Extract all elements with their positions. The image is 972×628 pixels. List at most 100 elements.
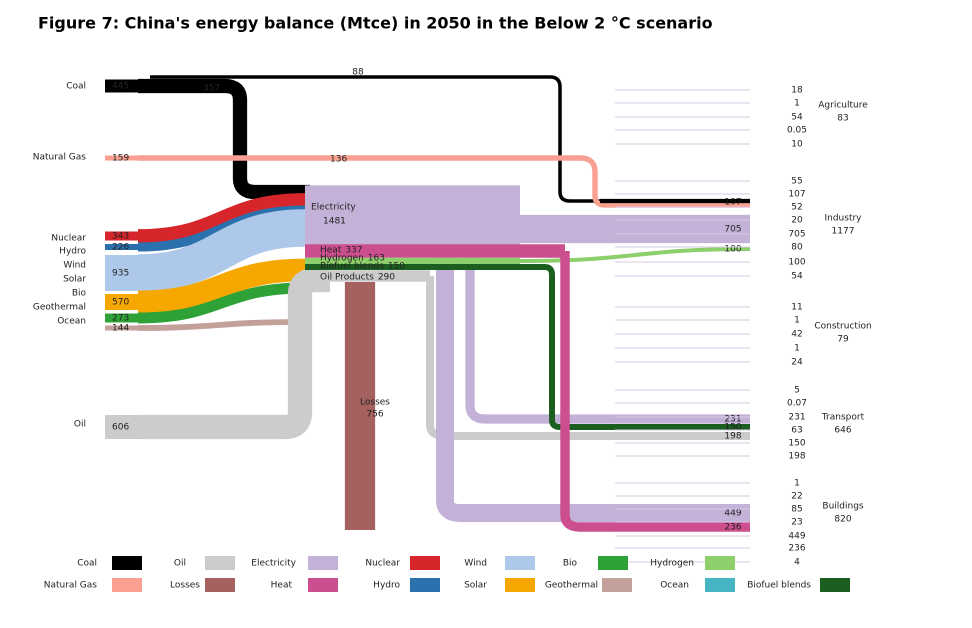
carrier-value: 1481 <box>323 217 346 227</box>
sector-value: 1 <box>794 316 800 326</box>
legend-label: Losses <box>170 581 200 591</box>
legend-swatch <box>602 578 632 592</box>
sector-value: 150 <box>788 439 805 449</box>
source-flow <box>137 209 306 292</box>
sector-value: 1 <box>794 99 800 109</box>
source-label: Ocean <box>57 317 86 327</box>
sector-flow <box>519 247 751 263</box>
flow-label: 236 <box>724 523 741 533</box>
sector-total: 79 <box>837 335 849 345</box>
sector-value: 705 <box>788 230 805 240</box>
sector-flow <box>465 240 750 424</box>
legend-label: Heat <box>271 581 293 591</box>
source-label: Geothermal <box>33 303 86 313</box>
source-label: Coal <box>66 82 86 92</box>
sector-value: 24 <box>791 358 803 368</box>
legend-label: Hydrogen <box>650 559 694 569</box>
carrier-value: 150 <box>388 262 405 272</box>
carrier-value: 163 <box>368 254 385 264</box>
sector-value: 236 <box>788 544 805 554</box>
sector-value: 0.07 <box>787 399 807 409</box>
source-label: Wind <box>63 261 86 271</box>
carrier-name: Biofuel blends <box>320 262 384 272</box>
sector-value: 22 <box>791 492 802 502</box>
source-label: Solar <box>63 275 86 285</box>
sector-value: 449 <box>788 532 805 542</box>
source-value: 144 <box>112 324 129 334</box>
legend-swatch <box>705 578 735 592</box>
legend-label: Geothermal <box>545 581 598 591</box>
sector-flow <box>426 276 750 440</box>
sector-value: 85 <box>791 505 802 515</box>
legend-swatch <box>112 578 142 592</box>
legend-label: Ocean <box>660 581 689 591</box>
carrier-name: Hydrogen <box>320 254 364 264</box>
source-flow <box>137 258 306 314</box>
sector-value: 107 <box>788 190 805 200</box>
carrier-name: Electricity <box>311 203 356 213</box>
carrier-name: Oil Products <box>320 273 374 283</box>
legend-swatch <box>205 578 235 592</box>
source-box <box>105 294 138 310</box>
sector-name: Construction <box>814 322 871 332</box>
sector-value: 100 <box>788 258 805 268</box>
carrier-value: 337 <box>345 246 362 256</box>
flow-label: 150 <box>724 423 741 433</box>
gas-link <box>138 155 750 208</box>
sector-name: Industry <box>824 214 862 224</box>
carrier-value: 290 <box>378 273 395 283</box>
coal-link <box>138 78 310 200</box>
legend-label: Natural Gas <box>44 581 98 591</box>
sector-value: 18 <box>791 86 803 96</box>
chart-title: Figure 7: China's energy balance (Mtce) … <box>38 14 713 33</box>
legend-swatch <box>308 578 338 592</box>
legend-label: Nuclear <box>365 559 400 569</box>
sector-value: 20 <box>791 216 803 226</box>
sector-value: 52 <box>791 203 802 213</box>
source-label: Nuclear <box>51 234 86 244</box>
sector-value: 42 <box>791 330 802 340</box>
sector-value: 1 <box>794 479 800 489</box>
source-label: Bio <box>72 289 87 299</box>
sector-name: Transport <box>821 413 865 423</box>
legend-label: Electricity <box>251 559 296 569</box>
sector-value: 54 <box>791 113 803 123</box>
sector-flow <box>436 240 750 522</box>
coal-link <box>150 75 600 203</box>
flow-label: 100 <box>724 245 741 255</box>
legend-label: Wind <box>464 559 487 569</box>
sector-name: Buildings <box>822 502 864 512</box>
sector-value: 0.05 <box>787 126 807 136</box>
legend-swatch <box>505 556 535 570</box>
legend-label: Biofuel blends <box>747 581 811 591</box>
flow-label: 705 <box>724 225 741 235</box>
legend-label: Solar <box>464 581 487 591</box>
source-value: 159 <box>112 154 129 164</box>
source-box <box>105 231 138 241</box>
flow-label: 449 <box>724 509 741 519</box>
link-label: 357 <box>203 84 220 94</box>
sector-value: 11 <box>791 303 802 313</box>
sector-value: 231 <box>788 413 805 423</box>
source-value: 343 <box>112 232 129 242</box>
source-box <box>105 415 138 439</box>
source-value: 273 <box>112 314 129 324</box>
source-box <box>105 313 138 323</box>
sector-flow <box>540 264 750 430</box>
source-value: 226 <box>112 243 129 253</box>
source-flow <box>137 282 306 324</box>
source-box <box>105 255 138 291</box>
carrier-name: Heat <box>320 246 342 256</box>
sector-value: 80 <box>791 243 803 253</box>
sector-value: 198 <box>788 452 805 462</box>
carrier-value: 756 <box>366 410 383 420</box>
sector-total: 1177 <box>832 227 855 237</box>
source-value: 935 <box>112 269 129 279</box>
legend-swatch <box>820 578 850 592</box>
sector-value: 4 <box>794 558 800 568</box>
legend-swatch <box>205 556 235 570</box>
flow-label: 198 <box>724 432 741 442</box>
source-value: 606 <box>112 423 129 433</box>
